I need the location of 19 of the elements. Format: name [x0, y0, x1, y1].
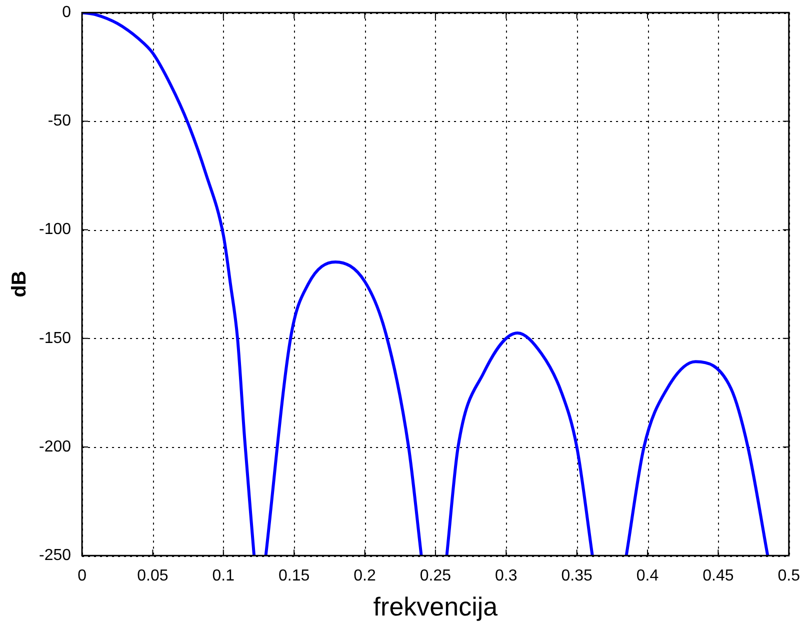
- x-tick-label: 0.5: [778, 568, 800, 585]
- x-tick-label: 0.25: [420, 568, 452, 585]
- y-tick-label: -250: [38, 547, 72, 564]
- x-tick-label: 0: [78, 568, 87, 585]
- x-tick-label: 0.05: [137, 568, 168, 585]
- x-tick-label: 0.45: [702, 568, 734, 585]
- y-tick-label: -150: [38, 330, 72, 347]
- y-tick-label: -100: [38, 221, 72, 238]
- x-axis-title: frekvencija: [373, 592, 498, 622]
- x-tick-label: 0.15: [278, 568, 310, 585]
- y-tick-label: -50: [48, 112, 72, 130]
- x-tick-label: 0.35: [561, 568, 592, 585]
- y-tick-label: -200: [38, 438, 72, 456]
- x-tick-label: 0.3: [495, 568, 518, 585]
- y-tick-label: 0: [62, 4, 72, 22]
- x-tick-label: 0.2: [354, 568, 376, 585]
- x-tick-label: 0.1: [212, 568, 235, 585]
- x-tick-label: 0.4: [636, 568, 659, 585]
- y-axis-title: dB: [8, 270, 31, 298]
